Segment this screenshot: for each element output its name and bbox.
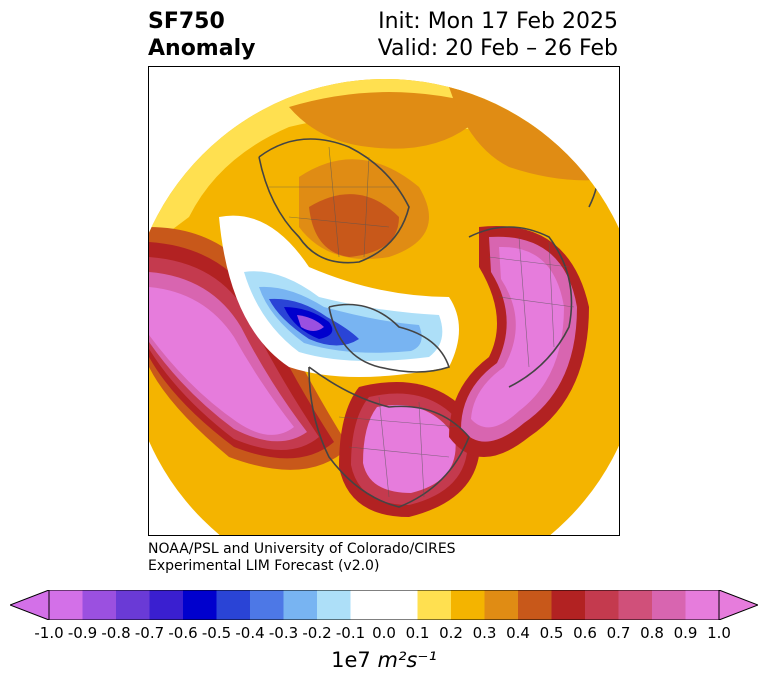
colorbar-tick-label: 0.4	[506, 624, 530, 642]
colorbar-tick-label: 0.3	[472, 624, 497, 642]
colorbar	[10, 590, 758, 620]
colorbar-cell	[49, 590, 83, 620]
colorbar-cell	[551, 590, 586, 620]
colorbar-tick-label: -0.4	[235, 624, 265, 642]
colorbar-tick-label: -0.1	[335, 624, 366, 642]
credit-text: NOAA/PSL and University of Colorado/CIRE…	[148, 541, 456, 575]
colorbar-cell	[618, 590, 653, 620]
anomaly-field	[149, 79, 619, 535]
colorbar-tick-label: -1.0	[34, 624, 64, 642]
colorbar-cell	[484, 590, 519, 620]
colorbar-tick-label: 0.0	[372, 624, 396, 642]
forecast-dates: Init: Mon 17 Feb 2025 Valid: 20 Feb – 26…	[378, 8, 618, 62]
title-line-2: Anomaly	[148, 36, 256, 61]
colorbar-tick-label: 0.5	[539, 624, 564, 642]
colorbar-cell	[417, 590, 452, 620]
colorbar-cell	[518, 590, 552, 620]
colorbar-tick-label: 1.0	[707, 624, 731, 642]
colorbar-cell	[350, 590, 385, 620]
colorbar-tick-label: 0.7	[606, 624, 631, 642]
map-title: SF750 Anomaly	[148, 8, 255, 62]
colorbar-cell	[384, 590, 418, 620]
colorbar-tick-label: 0.2	[439, 624, 463, 642]
colorbar-tick-label: 0.9	[673, 624, 698, 642]
borders	[269, 146, 575, 498]
colorbar-extend-low	[10, 590, 50, 620]
coastlines	[258, 96, 600, 508]
colorbar-cell	[685, 590, 720, 620]
units-math: m²s⁻¹	[377, 648, 437, 672]
colorbar-tick-label: -0.8	[101, 624, 131, 642]
colorbar-cell	[116, 590, 150, 620]
colorbar-tick-label: 0.6	[573, 624, 597, 642]
colorbar-cell	[652, 590, 686, 620]
colorbar-tick-label: -0.6	[168, 624, 198, 642]
colorbar-cells	[49, 590, 720, 620]
colorbar-tick-label: -0.7	[134, 624, 165, 642]
colorbar-tick-label: 0.1	[405, 624, 430, 642]
colorbar-cell	[183, 590, 217, 620]
colorbar-cell	[149, 590, 184, 620]
init-date: Init: Mon 17 Feb 2025	[378, 9, 618, 34]
colorbar-tick-label: -0.3	[268, 624, 299, 642]
colorbar-tick-label: 0.8	[640, 624, 664, 642]
credit-line-1: NOAA/PSL and University of Colorado/CIRE…	[148, 541, 456, 557]
colorbar-extend-high	[718, 590, 758, 620]
colorbar-cell	[82, 590, 117, 620]
colorbar-units: 1e7 m²s⁻¹	[0, 648, 768, 672]
colorbar-tick-label: -0.5	[201, 624, 232, 642]
title-line-1: SF750	[148, 9, 225, 34]
units-prefix: 1e7	[331, 648, 371, 672]
anomaly-map-svg	[149, 79, 619, 535]
valid-date: Valid: 20 Feb – 26 Feb	[377, 36, 618, 61]
colorbar-cell	[585, 590, 619, 620]
colorbar-tick-label: -0.2	[302, 624, 332, 642]
colorbar-frame	[48, 590, 720, 620]
polar-map	[148, 66, 620, 536]
colorbar-cell	[451, 590, 485, 620]
colorbar-cell	[216, 590, 251, 620]
colorbar-ticks: -1.0 -0.9 -0.8 -0.7 -0.6 -0.5 -0.4 -0.3 -0.2 -0.1…	[0, 624, 768, 644]
colorbar-cell	[250, 590, 284, 620]
credit-line-2: Experimental LIM Forecast (v2.0)	[148, 558, 380, 574]
colorbar-tick-label: -0.9	[67, 624, 98, 642]
colorbar-cell	[317, 590, 351, 620]
colorbar-cell	[283, 590, 318, 620]
